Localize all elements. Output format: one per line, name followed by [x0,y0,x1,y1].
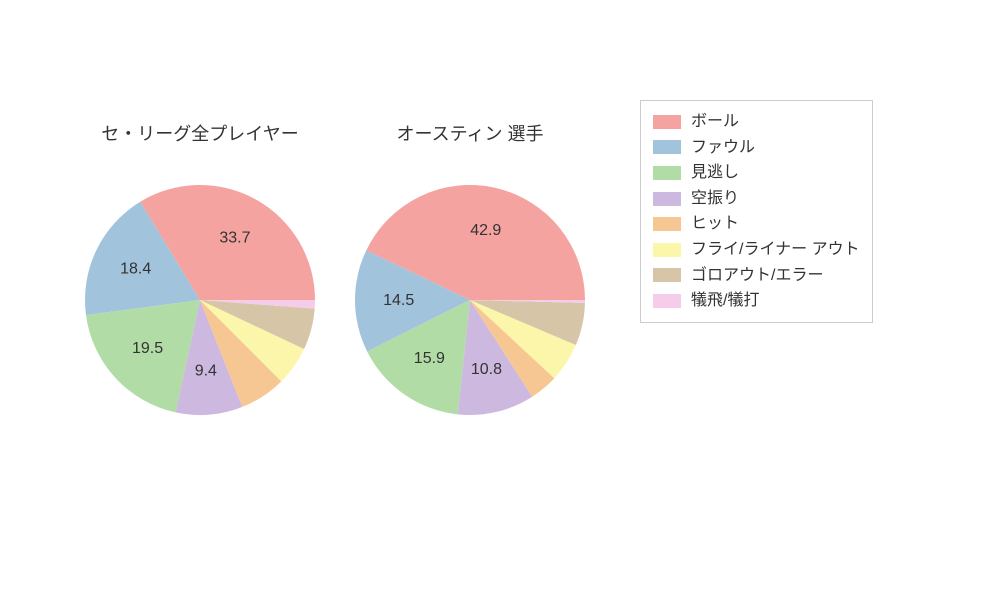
legend-swatch [653,192,681,206]
legend-swatch [653,217,681,231]
pie-0-slice-0-label: 33.7 [219,229,250,246]
legend-swatch [653,268,681,282]
pie-1-slice-2-label: 15.9 [414,350,445,367]
legend-label: ボール [691,109,739,135]
legend-item: 見逃し [653,160,860,186]
pie-0-slice-1-label: 18.4 [120,261,151,278]
pie-0-slice-3-label: 9.4 [195,363,217,380]
pie-1-slice-3-label: 10.8 [471,361,502,378]
legend-item: ヒット [653,211,860,237]
legend-label: 空振り [691,186,739,212]
legend-item: ゴロアウト/エラー [653,263,860,289]
legend-swatch [653,243,681,257]
legend-label: ヒット [691,211,739,237]
pie-1-slice-1-label: 14.5 [383,292,414,309]
legend-item: ボール [653,109,860,135]
pie-chart-0: 33.7 18.4 19.5 9.4 [83,183,317,417]
chart-title-1: オースティン 選手 [320,120,620,146]
legend-swatch [653,166,681,180]
chart-stage: セ・リーグ全プレイヤー 33.7 18.4 19.5 9.4 オースティン 選手 42… [0,0,1000,600]
legend-swatch [653,115,681,129]
pie-1-slice-0-label: 42.9 [470,222,501,239]
pie-svg-0: 33.7 18.4 19.5 9.4 [83,183,317,417]
pie-0-slice-2-label: 19.5 [132,340,163,357]
pie-chart-1: 42.9 14.5 15.9 10.8 [353,183,587,417]
pie-svg-1: 42.9 14.5 15.9 10.8 [353,183,587,417]
legend-swatch [653,294,681,308]
legend-label: フライ/ライナー アウト [691,237,860,263]
legend: ボールファウル見逃し空振りヒットフライ/ライナー アウトゴロアウト/エラー犠飛/… [640,100,873,323]
legend-item: ファウル [653,135,860,161]
legend-label: ファウル [691,135,755,161]
legend-label: 見逃し [691,160,739,186]
legend-item: 空振り [653,186,860,212]
legend-swatch [653,140,681,154]
legend-label: 犠飛/犠打 [691,288,759,314]
chart-title-0: セ・リーグ全プレイヤー [50,120,350,146]
legend-item: 犠飛/犠打 [653,288,860,314]
legend-item: フライ/ライナー アウト [653,237,860,263]
legend-label: ゴロアウト/エラー [691,263,823,289]
